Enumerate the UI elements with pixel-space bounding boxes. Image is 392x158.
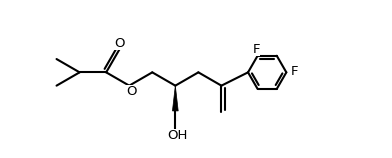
Text: OH: OH [167, 129, 188, 142]
Text: O: O [126, 85, 137, 98]
Text: F: F [253, 43, 260, 56]
Text: O: O [114, 37, 125, 50]
Text: F: F [291, 65, 299, 78]
Polygon shape [172, 86, 178, 111]
